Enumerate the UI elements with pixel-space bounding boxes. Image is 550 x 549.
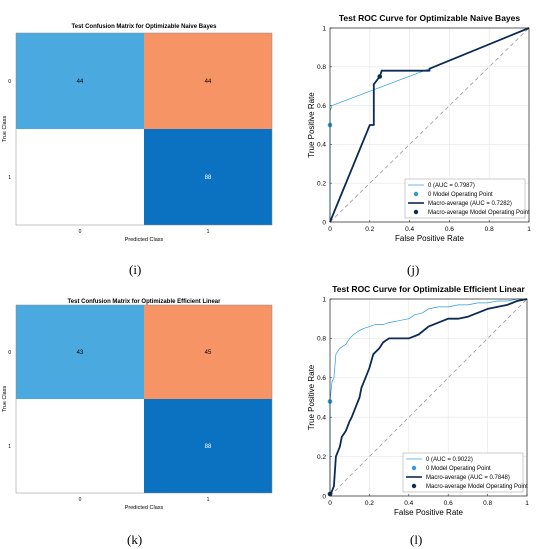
operating-point-3: [377, 74, 383, 79]
legend-label-2: Macro-average (AUC = 0.7848): [426, 475, 510, 481]
y-tick-label: 0.6: [317, 375, 326, 382]
cm-cell-0-1: [144, 33, 272, 129]
cm-cell-1-1: [144, 129, 272, 225]
legend: 0 (AUC = 0.7987) 0 Model Operating Point M…: [404, 178, 530, 219]
legend-label-0: 0 (AUC = 0.9022): [426, 457, 473, 463]
legend-marker-1: [413, 191, 419, 197]
y-tick-label: 1: [322, 25, 326, 32]
x-tick-label: 0.4: [404, 500, 413, 507]
cm-ylabel: True Class: [2, 116, 8, 143]
x-tick-label: 0: [328, 226, 332, 233]
x-axis-label: False Positive Rate: [395, 234, 464, 243]
cm-ytick-0: 0: [8, 350, 11, 356]
cm-value-0-0: 44: [77, 79, 84, 85]
plot-frame: [329, 27, 530, 223]
x-tick-label: 1: [525, 500, 529, 507]
series-line-2: [329, 298, 528, 497]
y-tick-label: 0.2: [317, 454, 326, 461]
confusion-matrix-efficient-linear: Test Confusion Matrix for Optimizable Ef…: [2, 299, 273, 511]
cm-cell-1-0: [16, 129, 144, 225]
chart-title: Test ROC Curve for Optimizable Naive Bay…: [339, 13, 521, 23]
y-tick-label: 0.6: [317, 103, 326, 110]
chance-diagonal: [329, 27, 530, 223]
cm-xtick-1: 1: [207, 497, 210, 503]
cm-value-1-1: 88: [205, 444, 212, 450]
x-tick-label: 0.6: [444, 500, 453, 507]
legend-label-1: 0 Model Operating Point: [426, 466, 491, 472]
roc-chart-efficient-linear: Test ROC Curve for Optimizable Efficient…: [307, 284, 529, 517]
y-tick-label: 0.8: [317, 336, 326, 343]
cm-frame: [15, 304, 273, 494]
cm-frame: [15, 32, 273, 226]
legend-box: [404, 178, 526, 219]
y-tick-label: 0.4: [317, 415, 326, 422]
cm-xlabel: Predicted Class: [125, 505, 164, 511]
cm-title: Test Confusion Matrix for Optimizable Na…: [72, 24, 218, 30]
y-tick-label: 0.8: [317, 64, 326, 71]
y-tick-label: 0.2: [317, 181, 326, 188]
legend-label-1: 0 Model Operating Point: [428, 192, 493, 198]
x-tick-label: 0.8: [485, 226, 494, 233]
chart-title: Test ROC Curve for Optimizable Efficient…: [332, 284, 525, 294]
panel-letter-j: (j): [407, 262, 420, 277]
legend-marker-3: [411, 483, 417, 489]
cm-ytick-1: 1: [8, 175, 11, 181]
y-tick-label: 0: [322, 493, 326, 500]
cm-value-0-1: 45: [205, 350, 212, 356]
y-axis-label: True Positive Rate: [307, 92, 316, 158]
cm-title: Test Confusion Matrix for Optimizable Ef…: [68, 299, 222, 305]
cm-ylabel: True Class: [2, 386, 8, 413]
legend-label-3: Macro-average Model Operating Point: [428, 210, 530, 216]
y-tick-label: 0: [322, 219, 326, 226]
roc-chart-naive-bayes: Test ROC Curve for Optimizable Naive Bay…: [307, 13, 531, 243]
cm-xtick-0: 0: [79, 229, 82, 235]
cm-value-0-1: 44: [205, 79, 212, 85]
x-tick-label: 0.4: [405, 226, 414, 233]
x-tick-label: 0.2: [365, 500, 374, 507]
cm-value-0-0: 43: [77, 350, 84, 356]
x-tick-label: 1: [527, 226, 531, 233]
cm-xtick-1: 1: [207, 229, 210, 235]
cm-cell-0-1: [144, 305, 272, 399]
legend-box: [402, 452, 524, 493]
panel-letter-l: (l): [410, 532, 423, 547]
x-tick-label: 0.8: [483, 500, 492, 507]
x-tick-label: 0.6: [445, 226, 454, 233]
cm-xlabel: Predicted Class: [125, 237, 164, 243]
cm-ytick-1: 1: [8, 444, 11, 450]
x-tick-label: 0.2: [365, 226, 374, 233]
chance-diagonal: [329, 298, 528, 497]
cm-value-1-1: 88: [205, 175, 212, 181]
x-axis-label: False Positive Rate: [394, 508, 463, 517]
x-tick-label: 0: [328, 500, 332, 507]
legend-label-0: 0 (AUC = 0.7987): [428, 183, 475, 189]
cm-cell-1-0: [16, 399, 144, 493]
panel-letter-k: (k): [127, 532, 143, 547]
y-axis-label: True Positive Rate: [307, 364, 316, 430]
legend: 0 (AUC = 0.9022) 0 Model Operating Point M…: [402, 452, 528, 493]
series-line-0: [329, 298, 527, 496]
plot-frame: [329, 298, 528, 497]
legend-label-2: Macro-average (AUC = 0.7282): [428, 201, 512, 207]
cm-cell-0-0: [16, 305, 144, 399]
cm-ytick-0: 0: [8, 79, 11, 85]
legend-label-3: Macro-average Model Operating Point: [426, 484, 528, 490]
cm-cell-0-0: [16, 33, 144, 129]
cm-cell-1-1: [144, 399, 272, 493]
y-tick-label: 0.4: [317, 142, 326, 149]
cm-xtick-0: 0: [79, 497, 82, 503]
confusion-matrix-naive-bayes: Test Confusion Matrix for Optimizable Na…: [2, 24, 273, 243]
legend-marker-3: [413, 209, 419, 215]
panel-letter-i: (i): [129, 262, 142, 277]
y-tick-label: 1: [322, 296, 326, 303]
legend-marker-1: [411, 465, 417, 471]
